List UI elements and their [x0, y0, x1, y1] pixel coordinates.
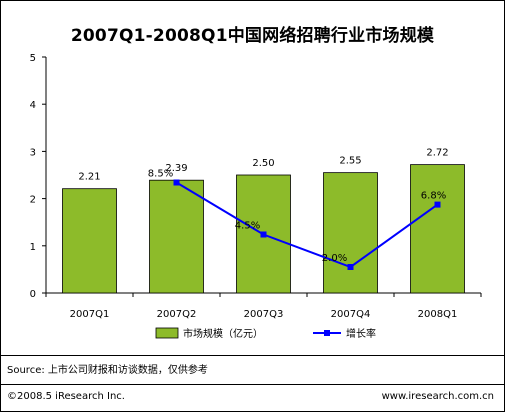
growth-point — [260, 231, 267, 238]
bar — [62, 188, 117, 294]
legend-bar-label: 市场规模（亿元） — [183, 327, 263, 340]
bar — [410, 164, 465, 294]
bar — [149, 179, 204, 294]
y-tick-label: 0 — [30, 289, 36, 300]
growth-point — [434, 201, 441, 208]
growth-data-label: 2.0% — [322, 253, 347, 264]
website-text: www.iresearch.com.cn — [381, 391, 494, 402]
growth-point — [173, 179, 180, 186]
legend-bar-swatch — [155, 327, 179, 339]
x-tick-label: 2007Q4 — [331, 309, 371, 320]
bar-data-label: 2.21 — [78, 172, 100, 183]
bar-data-label: 2.72 — [426, 148, 448, 159]
bar — [323, 172, 378, 294]
x-tick-label: 2007Q3 — [244, 309, 284, 320]
chart-title: 2007Q1-2008Q1中国网络招聘行业市场规模 — [70, 26, 435, 46]
x-tick-label: 2007Q1 — [70, 309, 110, 320]
growth-point — [347, 264, 354, 270]
x-tick-label: 2007Q2 — [157, 309, 197, 320]
footer-divider — [1, 384, 504, 385]
growth-data-label: 4.5% — [235, 221, 260, 232]
copyright-text: ©2008.5 iResearch Inc. — [7, 391, 125, 402]
y-tick-label: 1 — [30, 242, 36, 253]
source-divider — [1, 355, 504, 356]
x-tick-label: 2008Q1 — [418, 309, 458, 320]
y-tick-label: 2 — [30, 195, 36, 206]
legend-line-label: 增长率 — [346, 327, 376, 340]
legend-line-marker — [324, 330, 330, 336]
y-tick-label: 4 — [30, 100, 36, 111]
bar-data-label: 2.50 — [252, 158, 274, 169]
y-tick-label: 3 — [30, 147, 36, 158]
growth-data-label: 8.5% — [148, 169, 173, 180]
y-tick-label: 5 — [30, 53, 36, 64]
growth-data-label: 6.8% — [421, 191, 446, 202]
growth-line — [175, 181, 439, 269]
bar-data-label: 2.55 — [339, 156, 361, 167]
chart: 0 1 2 3 4 5 2007Q1 2007Q2 2007Q3 2007Q4 2008Q1 2.21… — [30, 53, 482, 340]
bar-data-label: 2.39 — [165, 163, 187, 174]
source-note: Source: 上市公司财报和访谈数据，仅供参考 — [7, 365, 208, 376]
